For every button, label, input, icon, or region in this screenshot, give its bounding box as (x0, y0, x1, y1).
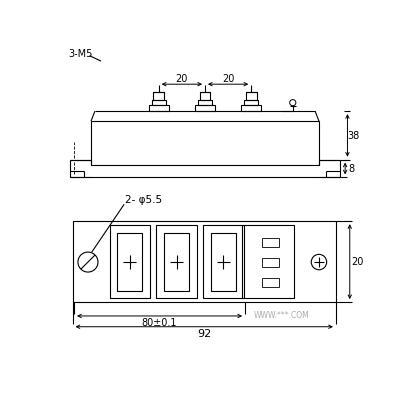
Bar (204, 225, 244, 298)
Text: 20: 20 (351, 257, 364, 267)
Bar (241, 105, 261, 111)
Bar (110, 225, 150, 298)
Bar (156, 225, 196, 298)
Bar (242, 225, 294, 298)
Text: 2- φ5.5: 2- φ5.5 (125, 195, 162, 205)
Bar (195, 105, 215, 111)
Text: 20: 20 (176, 74, 188, 84)
Text: 8: 8 (348, 164, 354, 174)
Bar (262, 278, 279, 287)
Text: 92: 92 (197, 329, 211, 339)
Bar (200, 92, 210, 100)
Bar (211, 233, 236, 290)
Text: 38: 38 (348, 131, 360, 141)
Bar (149, 105, 169, 111)
Text: 20: 20 (222, 74, 234, 84)
Bar (72, 221, 336, 302)
Text: WWW.***.COM: WWW.***.COM (254, 312, 310, 320)
Bar (262, 258, 279, 267)
Bar (198, 100, 212, 105)
Bar (164, 233, 189, 290)
Bar (246, 92, 256, 100)
Bar (117, 233, 142, 290)
Bar (154, 92, 164, 100)
Bar (262, 238, 279, 247)
Bar (244, 100, 258, 105)
Text: 80±0.1: 80±0.1 (142, 318, 177, 328)
Bar (152, 100, 166, 105)
Text: 3-M5: 3-M5 (68, 49, 92, 59)
Bar (91, 121, 319, 165)
